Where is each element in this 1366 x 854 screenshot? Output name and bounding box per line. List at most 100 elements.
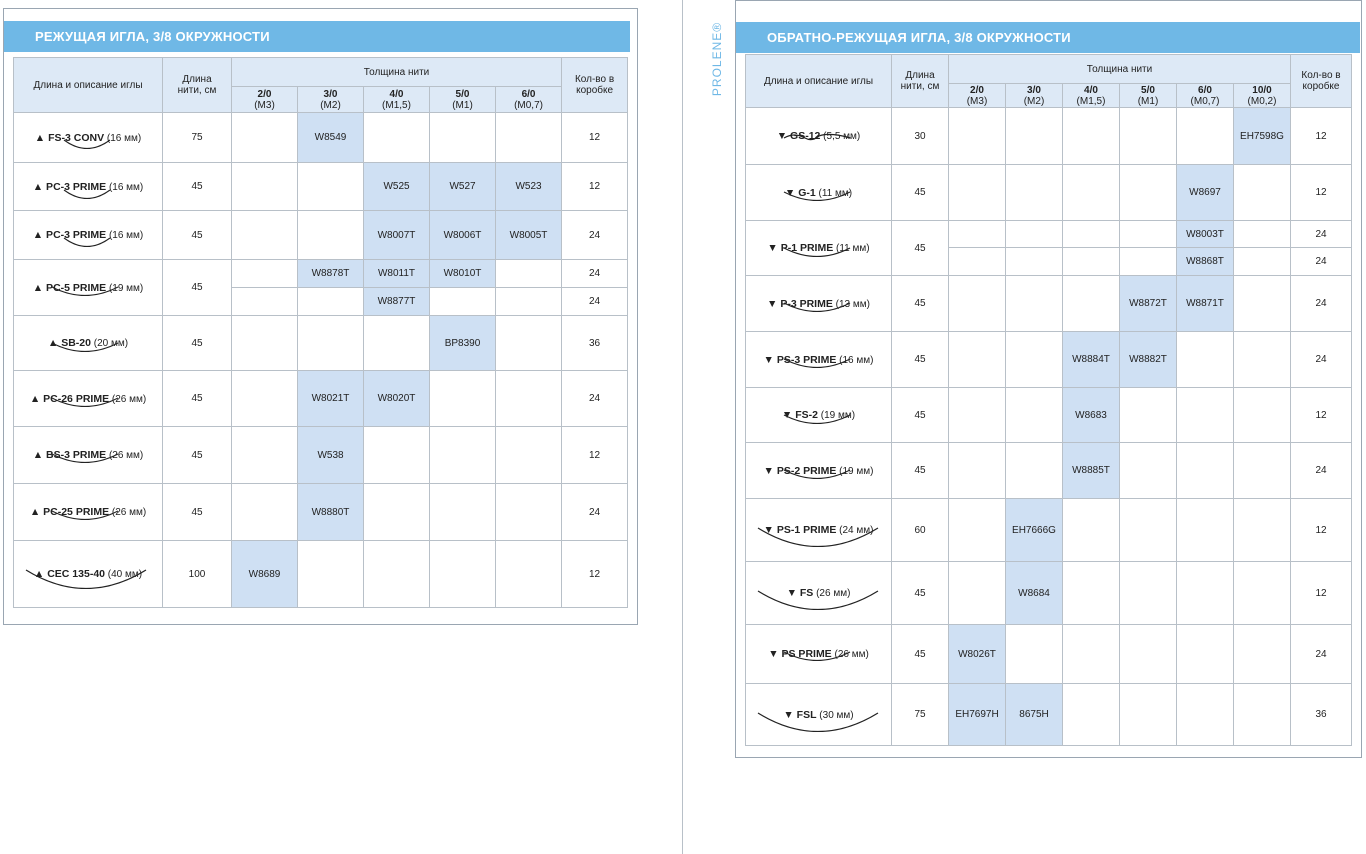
- gauge-metric: (М0,7): [514, 99, 543, 111]
- product-code: W8884T: [1062, 331, 1120, 388]
- needle-icon: [757, 712, 879, 732]
- empty-cell: [363, 315, 430, 371]
- empty-cell: [948, 387, 1006, 443]
- thread-length: 45: [162, 259, 232, 316]
- needle-size: (19 мм): [108, 282, 144, 294]
- gauge-usp: 6/0: [521, 88, 536, 100]
- needle-icon: [783, 651, 851, 661]
- needle-name: ▲ FS-3 CONV: [34, 131, 105, 144]
- empty-cell: [1233, 331, 1291, 388]
- needle-name: ▲ BS-3 PRIME: [32, 449, 107, 461]
- product-code: W8003T: [1176, 220, 1234, 248]
- needle-icon: [783, 358, 851, 368]
- needle-description: ▲ PC-26 PRIME (26 мм): [13, 370, 163, 427]
- gauge-header: 10/0 (М0,2): [1233, 83, 1291, 108]
- empty-cell: [1233, 220, 1291, 248]
- product-code: W8010T: [429, 259, 496, 288]
- box-quantity: 36: [561, 315, 629, 371]
- empty-cell: [494, 259, 563, 288]
- table-row: ▲ PC-26 PRIME (26 мм) 45 W8021T W8020T 24: [13, 370, 629, 427]
- gauge-metric: (М0,2): [1247, 95, 1277, 107]
- product-code: W538: [297, 426, 364, 484]
- gauge-metric: (М0,7): [1190, 95, 1220, 107]
- needle-description: ▼ PS-1 PRIME (24 мм): [745, 498, 892, 562]
- empty-cell: [1062, 164, 1120, 221]
- product-code: W8878T: [297, 259, 364, 288]
- left-title: РЕЖУЩАЯ ИГЛА, 3/8 ОКРУЖНОСТИ: [35, 29, 270, 44]
- empty-cell: [231, 287, 298, 316]
- empty-cell: [363, 426, 430, 484]
- needle-label: ▼ PS-2 PRIME (19 мм): [747, 465, 891, 477]
- box-quantity: 24: [1290, 331, 1352, 388]
- empty-cell: [1176, 331, 1234, 388]
- needle-name: ▲ CEC 135-40: [33, 568, 105, 580]
- gauge-usp: 3/0: [323, 88, 338, 100]
- empty-cell: [1005, 331, 1063, 388]
- empty-cell: [1062, 107, 1120, 165]
- product-code: W8689: [231, 540, 298, 608]
- empty-cell: [1233, 247, 1291, 276]
- empty-cell: [429, 287, 496, 316]
- empty-cell: [948, 107, 1006, 165]
- empty-cell: [1062, 247, 1120, 276]
- product-code: W8005T: [494, 210, 563, 260]
- needle-description: ▲ PC-3 PRIME (16 мм): [13, 210, 163, 260]
- needle-size: (20 мм): [93, 338, 129, 349]
- thread-length: 45: [162, 370, 232, 427]
- right-title-banner: ОБРАТНО-РЕЖУЩАЯ ИГЛА, 3/8 ОКРУЖНОСТИ: [736, 22, 1360, 53]
- thread-length: 100: [162, 540, 232, 608]
- thread-length: 45: [162, 210, 232, 260]
- box-quantity: 24: [1290, 442, 1352, 499]
- needle-size: (13 мм): [835, 298, 870, 310]
- needle-icon: [25, 569, 147, 589]
- box-quantity: 24: [561, 370, 629, 427]
- empty-cell: [494, 483, 563, 541]
- needle-label: ▼ P-3 PRIME (13 мм): [747, 298, 891, 310]
- empty-cell: [1119, 387, 1177, 443]
- needle-label: ▲ BS-3 PRIME (26 мм): [15, 449, 162, 461]
- product-code: W8020T: [363, 370, 430, 427]
- table-row: ▲ SB-20 (20 мм) 45 BP8390 36: [13, 315, 629, 371]
- product-code: W8683: [1062, 387, 1120, 443]
- box-quantity: 12: [561, 426, 629, 484]
- empty-cell: [1176, 107, 1234, 165]
- needle-description: ▼ PS-3 PRIME (16 мм): [745, 331, 892, 388]
- gauge-metric: (М3): [966, 95, 988, 107]
- empty-cell: [1005, 220, 1063, 248]
- empty-cell: [1005, 107, 1063, 165]
- product-code: W8011T: [363, 259, 430, 288]
- empty-cell: [1119, 498, 1177, 562]
- needle-name: ▼ PS-3 PRIME: [763, 353, 837, 366]
- gauge-metric: (М1,5): [1076, 95, 1106, 107]
- needle-size: (16 мм): [108, 181, 144, 193]
- gauge-header: 3/0 (М2): [297, 86, 364, 113]
- col-header-description: Длина и описание иглы: [745, 54, 892, 108]
- needle-icon: [783, 247, 851, 257]
- empty-cell: [1005, 275, 1063, 332]
- empty-cell: [1176, 442, 1234, 499]
- product-code: W8882T: [1119, 331, 1177, 388]
- box-quantity: 12: [1290, 164, 1352, 221]
- gauge-usp: 2/0: [257, 88, 272, 100]
- empty-cell: [948, 331, 1006, 388]
- gauge-header-row: 2/0 (М3) 3/0 (М2) 4/0 (М1,5) 5/0 (М1) 6/0 (М0,7): [14, 86, 628, 113]
- empty-cell: [297, 210, 364, 260]
- needle-size: (24 мм): [839, 525, 874, 536]
- table-row: ▼ P-3 PRIME (13 мм) 45 W8872T W8871T 24: [745, 275, 1352, 332]
- empty-cell: [1233, 164, 1291, 221]
- empty-cell: [494, 315, 563, 371]
- needle-size: (11 мм): [818, 187, 853, 199]
- table-row: ▼ PS-2 PRIME (19 мм) 45 W8885T 24: [745, 442, 1352, 499]
- table-row: ▼ GS-12 (5,5 мм) 30 EH7598G 12: [745, 107, 1352, 165]
- needle-label: ▲ PC-3 PRIME (16 мм): [15, 181, 162, 193]
- empty-cell: [1119, 561, 1177, 625]
- needle-label: ▲ FS-3 CONV (16 мм): [15, 131, 162, 144]
- empty-cell: [1005, 624, 1063, 684]
- empty-cell: [948, 561, 1006, 625]
- gauge-header: 6/0 (М0,7): [1176, 83, 1234, 108]
- thread-length: 45: [891, 442, 949, 499]
- brand-label: PROLENE®: [700, 20, 730, 100]
- needle-name: ▲ PC-25 PRIME: [29, 506, 110, 518]
- empty-cell: [231, 370, 298, 427]
- table-row: W8868T 24: [746, 247, 1352, 276]
